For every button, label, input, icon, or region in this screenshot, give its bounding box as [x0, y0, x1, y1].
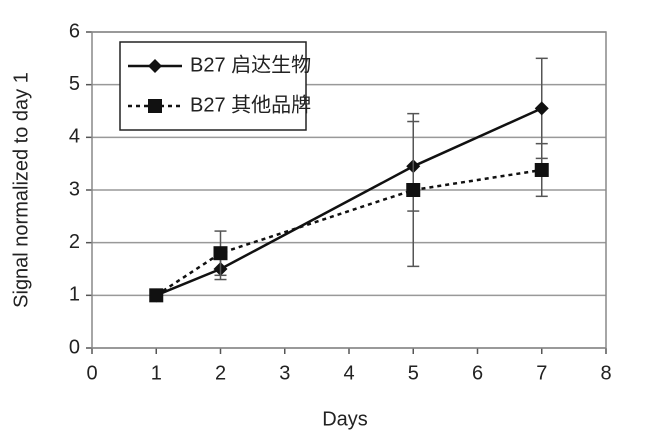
- y-tick-label: 1: [69, 284, 80, 306]
- y-tick-label: 6: [69, 20, 80, 42]
- x-tick-label: 1: [151, 362, 162, 384]
- series-line: [155, 168, 542, 297]
- x-tick-label: 4: [343, 362, 354, 384]
- legend-marker: [148, 99, 162, 113]
- x-axis-label: Days: [322, 408, 368, 430]
- y-axis-label: Signal normalized to day 1: [10, 72, 32, 308]
- x-tick-label: 7: [536, 362, 547, 384]
- y-tick-label: 3: [69, 178, 80, 200]
- x-tick-label: 5: [408, 362, 419, 384]
- marker: [213, 246, 228, 261]
- x-tick-label: 0: [86, 362, 97, 384]
- legend-label: B27 启达生物: [190, 53, 311, 76]
- x-tick-label: 3: [279, 362, 290, 384]
- x-tick-label: 6: [472, 362, 483, 384]
- y-tick-label: 2: [69, 231, 80, 253]
- series-line: [155, 107, 543, 297]
- x-tick-label: 8: [600, 362, 611, 384]
- y-tick-label: 4: [69, 126, 80, 148]
- marker: [149, 288, 164, 303]
- legend-label: B27 其他品牌: [190, 93, 311, 116]
- y-tick-label: 0: [69, 336, 80, 358]
- marker: [534, 101, 549, 116]
- x-tick-label: 2: [215, 362, 226, 384]
- marker: [406, 183, 421, 197]
- plot-frame: [91, 31, 607, 349]
- legend-box: [119, 41, 307, 131]
- marker: [534, 162, 549, 177]
- y-tick-label: 5: [69, 73, 80, 95]
- legend-marker: [148, 59, 162, 73]
